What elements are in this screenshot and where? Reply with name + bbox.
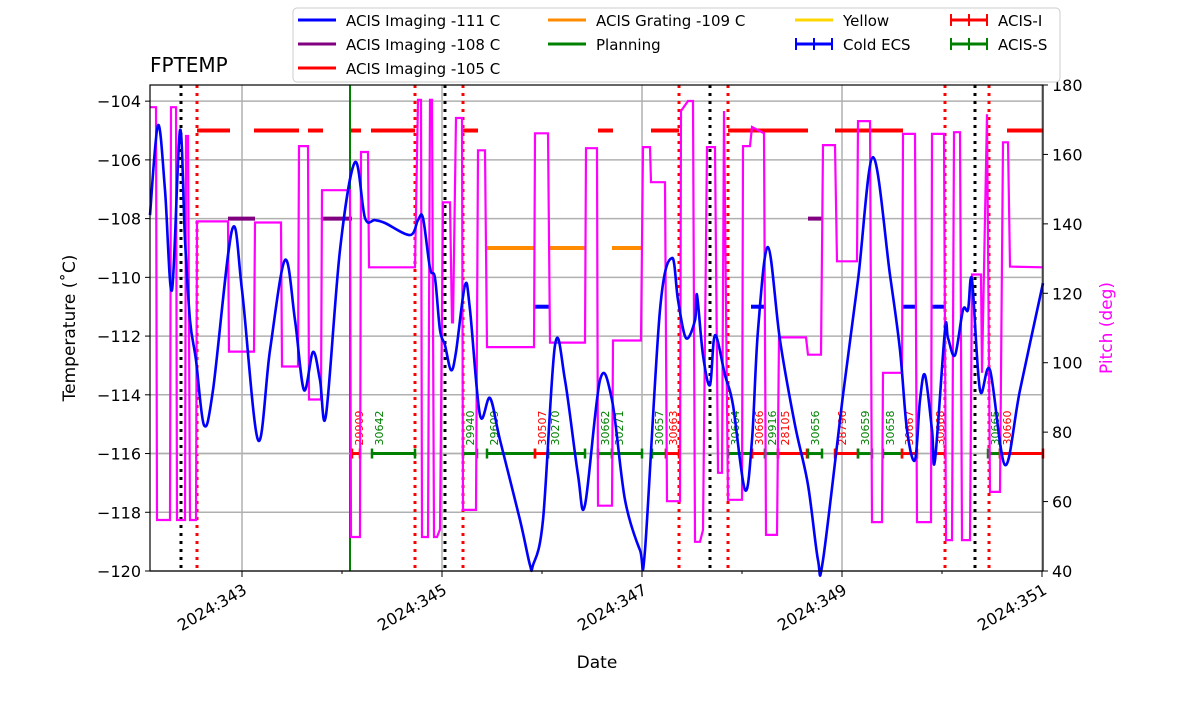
y2-tick-label: 160 [1052, 145, 1083, 164]
y-tick-label: −118 [97, 503, 141, 522]
observation-label: 30270 [549, 411, 562, 446]
y2-tick-label: 140 [1052, 215, 1083, 234]
observation-label: 30663 [667, 411, 680, 446]
legend-label: ACIS Imaging -111 C [346, 12, 500, 30]
y-axis-label: Temperature (˚C) [59, 255, 80, 403]
y2-tick-label: 180 [1052, 76, 1083, 95]
observation-label: 30658 [884, 411, 897, 446]
x-tick-label: 2024:345 [374, 580, 450, 635]
chart-title: FPTEMP [150, 53, 228, 77]
observation-label: 30656 [809, 411, 822, 446]
y-tick-label: −114 [97, 386, 141, 405]
legend-label: Yellow [842, 12, 889, 30]
observation-label: 28105 [779, 411, 792, 446]
y2-tick-label: 80 [1052, 423, 1072, 442]
legend: ACIS Imaging -111 C ACIS Imaging -108 C AC… [292, 7, 1061, 83]
observation-label: 30666 [753, 411, 766, 446]
temperature-series-line [148, 123, 1045, 577]
y-tick-label: −112 [97, 327, 141, 346]
plot-frame [149, 84, 1044, 572]
legend-label: ACIS-I [998, 12, 1042, 30]
y-tick-label: −106 [97, 151, 141, 170]
y2-tick-label: 100 [1052, 354, 1083, 373]
y2-axis-label: Pitch (deg) [1097, 282, 1117, 374]
y-tick-label: −116 [97, 445, 141, 464]
y-tick-label: −108 [97, 210, 141, 229]
y2-tick-label: 120 [1052, 284, 1083, 303]
observation-label: 30660 [1001, 411, 1014, 446]
y-tick-label: −120 [97, 562, 141, 581]
observation-label: 30642 [373, 411, 386, 446]
observation-label: 29940 [464, 411, 477, 446]
legend-label: ACIS Grating -109 C [596, 12, 745, 30]
observation-label: 29609 [488, 411, 501, 446]
legend-label: Planning [596, 36, 661, 54]
observation-bars: 29909 30642 29940 29609 30507 30270 30662 30271… [150, 411, 1045, 459]
observation-label: 30657 [653, 411, 666, 446]
y-tick-label: −110 [97, 268, 141, 287]
legend-frame [292, 7, 1061, 83]
pitch-series-line [150, 98, 1044, 543]
observation-label: 30659 [859, 411, 872, 446]
observation-label: 30507 [536, 411, 549, 446]
y2-tick-label: 60 [1052, 493, 1072, 512]
limit-segments [197, 128, 1043, 309]
x-tick-label: 2024:347 [574, 580, 650, 635]
legend-label: ACIS Imaging -105 C [346, 60, 500, 78]
x-tick-label: 2024:343 [174, 580, 250, 635]
y-tick-label: −104 [97, 92, 141, 111]
x-tick-label: 2024:351 [974, 580, 1050, 635]
y2-tick-label: 40 [1052, 562, 1072, 581]
observation-label: 29916 [766, 411, 779, 446]
legend-label: ACIS Imaging -108 C [346, 36, 500, 54]
legend-label: ACIS-S [998, 36, 1047, 54]
observation-label: 30662 [599, 411, 612, 446]
legend-label: Cold ECS [843, 36, 911, 54]
x-axis-label: Date [577, 653, 618, 673]
x-tick-label: 2024:349 [774, 580, 850, 635]
